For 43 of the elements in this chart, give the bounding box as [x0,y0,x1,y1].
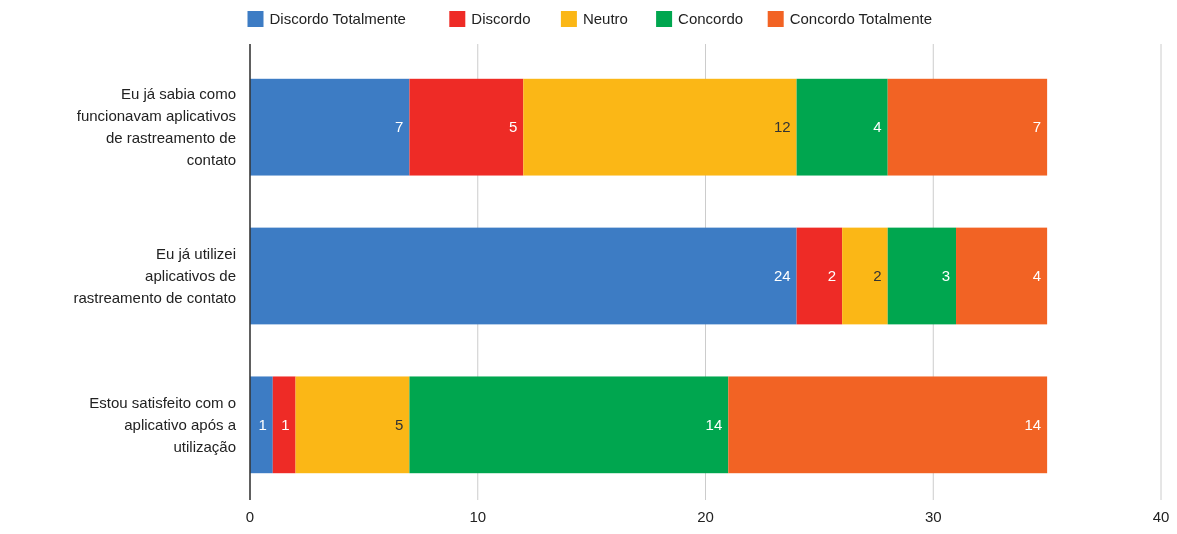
bar [887,78,1048,176]
bar [887,227,957,325]
legend-label: Neutro [582,10,628,28]
y-tick-label: Estou satisfeito com o aplicativo após a utilização [89,394,237,456]
bar [728,376,1048,474]
legend-label: Discordo Totalmente [269,10,406,28]
data-label: 2 [873,267,882,285]
legend-label: Concordo [678,10,744,28]
data-label: 4 [1032,267,1042,285]
data-label: 4 [873,118,882,136]
data-label: 5 [395,416,404,434]
bar [250,376,273,474]
data-label: 14 [705,416,723,434]
bar [796,227,843,325]
x-tick-label: 40 [1152,508,1170,525]
bar [409,78,524,176]
bar [523,78,797,176]
data-label: 14 [1024,416,1042,434]
bar [272,376,296,474]
y-tick-label: Eu já utilizei aplicativos de rastreamento de contato [73,245,236,307]
legend-label: Discordo [471,10,531,28]
legend-label: Concordo Totalmente [789,10,933,28]
data-label: 7 [1032,118,1042,136]
y-tick-label: Eu já sabia como funcionavam aplicativos de rastreamento de contato [76,85,236,169]
data-label: 1 [258,416,267,434]
data-label: 7 [395,118,404,136]
bar [842,227,888,325]
data-label: 12 [773,118,791,136]
data-label: 24 [773,267,791,285]
x-tick-label: 20 [697,508,714,525]
x-tick-label: 0 [245,508,255,525]
bar [250,227,797,325]
data-label: 3 [941,267,951,285]
bar [409,376,729,474]
bar [796,78,888,176]
data-label: 2 [827,267,837,285]
bar [295,376,410,474]
bar [956,227,1048,325]
bar [250,78,410,176]
data-label: 1 [281,416,290,434]
data-label: 5 [508,118,518,136]
x-tick-label: 10 [469,508,487,525]
x-tick-label: 30 [924,508,942,525]
